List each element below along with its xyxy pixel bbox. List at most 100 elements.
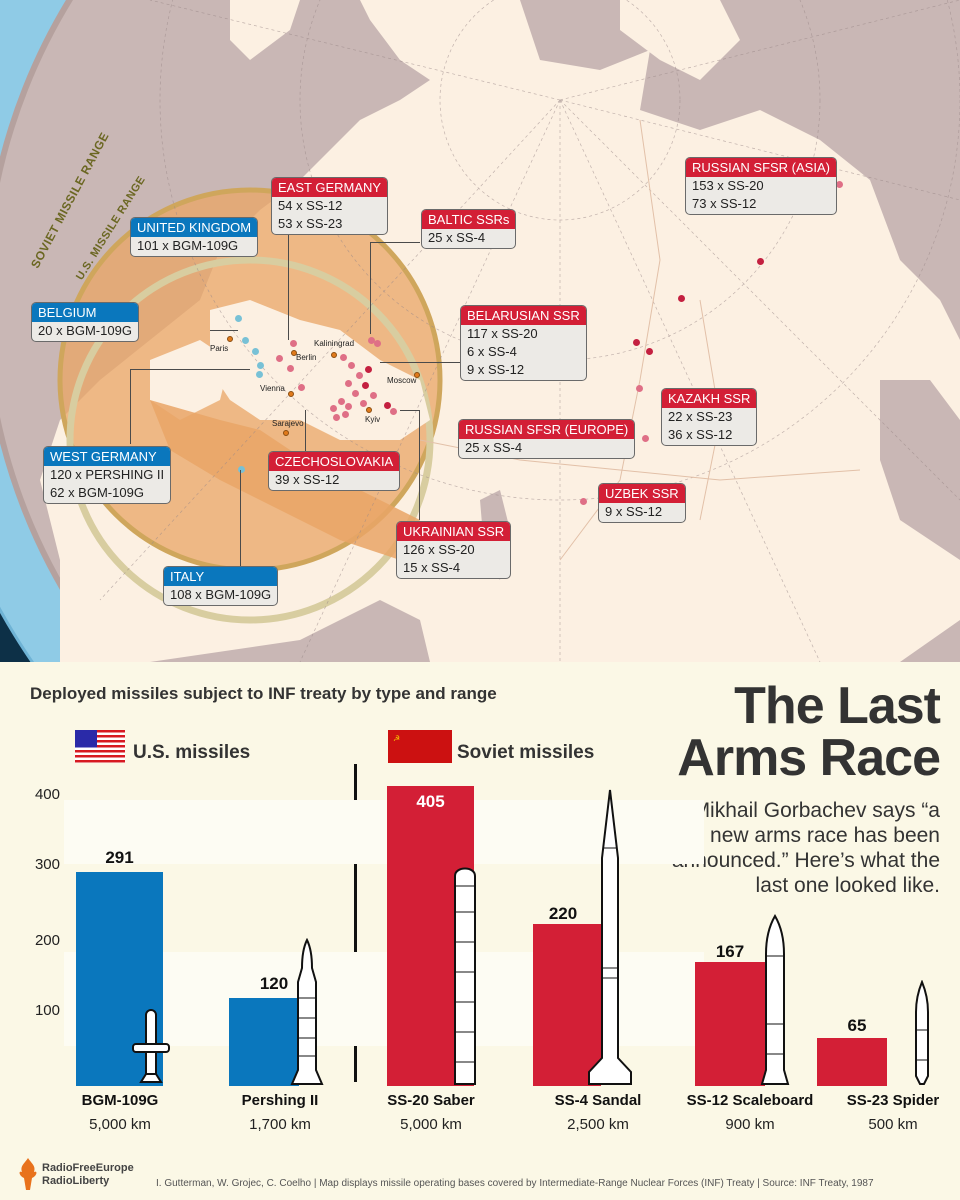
soviet-base-marker [642,435,649,442]
soviet-base-marker [338,398,345,405]
soviet-base-marker [580,498,587,505]
leader-line [240,470,241,566]
city-label-vienna: Vienna [260,384,285,393]
callout-line: 25 x SS-4 [428,230,486,245]
title-line-1: The Last [734,677,941,735]
callout-line: 15 x SS-4 [403,560,461,575]
soviet-base-marker [340,354,347,361]
city-marker [288,391,294,397]
leader-line [380,362,460,363]
callout-line: 126 x SS-20 [403,542,475,557]
city-marker [414,372,420,378]
callout-baltic-ssrs: BALTIC SSRs 25 x SS-4 [421,209,517,249]
callout-line: 73 x SS-12 [692,196,757,211]
city-marker [331,352,337,358]
missile-map: SOVIET MISSILE RANGE U.S. MISSILE RANGE [0,0,960,662]
category-range: 5,000 km [89,1116,151,1133]
chart-subtitle: Deployed missiles subject to INF treaty … [30,684,497,703]
soviet-base-marker [384,402,391,409]
soviet-base-marker [678,295,685,302]
city-label-kaliningrad: Kaliningrad [314,339,355,348]
city-marker [283,430,289,436]
city-marker [291,350,297,356]
callout-title: UNITED KINGDOM [131,218,258,237]
category-name: Pershing II [241,1092,319,1109]
callout-kazakh-ssr: KAZAKH SSR 22 x SS-23 36 x SS-12 [661,388,758,446]
callout-line: 6 x SS-4 [467,344,517,359]
chart-section: Deployed missiles subject to INF treaty … [0,662,960,1200]
grid-band [64,800,704,864]
ss-12-missile-icon [760,914,790,1085]
bar-value: 220 [548,904,578,923]
category-range: 5,000 km [400,1116,462,1133]
us-base-marker [238,466,245,473]
soviet-base-marker [345,403,352,410]
leader-line [400,410,420,411]
callout-belgium: BELGIUM 20 x BGM-109G [31,302,139,342]
soviet-base-marker [360,400,367,407]
callout-russian-sfsr-asia: RUSSIAN SFSR (ASIA) 153 x SS-20 73 x SS-… [685,157,837,215]
category-name: SS-12 Scaleboard [686,1092,814,1109]
intro-text: Mikhail Gorbachev says “a new arms race … [671,799,940,897]
city-label-sarajevo: Sarajevo [272,419,304,428]
callout-title: RUSSIAN SFSR (EUROPE) [459,420,635,439]
soviet-base-marker [633,339,640,346]
callout-east-germany: EAST GERMANY 54 x SS-12 53 x SS-23 [271,177,389,235]
callout-title: CZECHOSLOVAKIA [269,452,400,471]
soviet-base-marker [290,340,297,347]
callout-line: 120 x PERSHING II [50,467,165,482]
callout-line: 36 x SS-12 [668,427,733,442]
callout-title: BELARUSIAN SSR [461,306,586,325]
leader-line [130,369,250,370]
callout-line: 62 x BGM-109G [50,485,144,500]
bar-ss-12-scaleboard [695,962,765,1086]
soviet-base-marker [330,405,337,412]
leader-line [370,242,420,243]
leader-line [370,242,371,334]
bar-value: 405 [416,792,445,811]
callout-line: 20 x BGM-109G [38,323,132,338]
bar-ss-4-sandal [533,924,601,1086]
soviet-base-marker [646,348,653,355]
soviet-base-marker [352,390,359,397]
us-base-marker [242,337,249,344]
soviet-base-marker [287,365,294,372]
leader-line [130,369,131,444]
callout-line: 153 x SS-20 [692,178,764,193]
category-range: 2,500 km [567,1116,629,1133]
callout-line: 53 x SS-23 [278,216,343,231]
bar-pershing-ii [229,998,299,1086]
category-range: 1,700 km [249,1116,311,1133]
soviet-base-marker [362,382,369,389]
soviet-base-marker [342,411,349,418]
category-name: SS-23 Spider [846,1092,940,1109]
rferl-torch-logo-icon [19,1158,37,1190]
ss-20-missile-icon [454,867,476,1085]
soviet-base-marker [356,372,363,379]
y-tick: 200 [34,932,60,949]
rferl-logo-text: RadioFreeEurope RadioLiberty [42,1162,134,1188]
callout-line: 101 x BGM-109G [137,238,239,253]
credits-text: I. Gutterman, W. Grojec, C. Coelho | Map… [156,1178,874,1189]
category-name: SS-20 Saber [387,1092,475,1109]
callout-italy: ITALY 108 x BGM-109G [163,566,279,606]
callout-title: KAZAKH SSR [662,389,757,408]
callout-line: 9 x SS-12 [605,504,663,519]
callout-uzbek-ssr: UZBEK SSR 9 x SS-12 [598,483,686,523]
leader-line [305,410,306,454]
callout-title: EAST GERMANY [272,178,388,197]
soviet-base-marker [276,355,283,362]
soviet-flag-icon: ☭ [388,730,452,763]
callout-czechoslovakia: CZECHOSLOVAKIA 39 x SS-12 [268,451,401,491]
soviet-base-marker [390,408,397,415]
callout-line: 39 x SS-12 [275,472,340,487]
callout-line: 108 x BGM-109G [170,587,272,602]
callout-title: UZBEK SSR [599,484,685,503]
callout-ukrainian-ssr: UKRAINIAN SSR 126 x SS-20 15 x SS-4 [396,521,512,579]
city-label-paris: Paris [210,344,229,353]
callout-russian-sfsr-europe: RUSSIAN SFSR (EUROPE) 25 x SS-4 [458,419,636,459]
us-base-marker [256,371,263,378]
soviet-base-marker [836,181,843,188]
category-name: SS-4 Sandal [554,1092,642,1109]
category-name: BGM-109G [81,1092,159,1109]
